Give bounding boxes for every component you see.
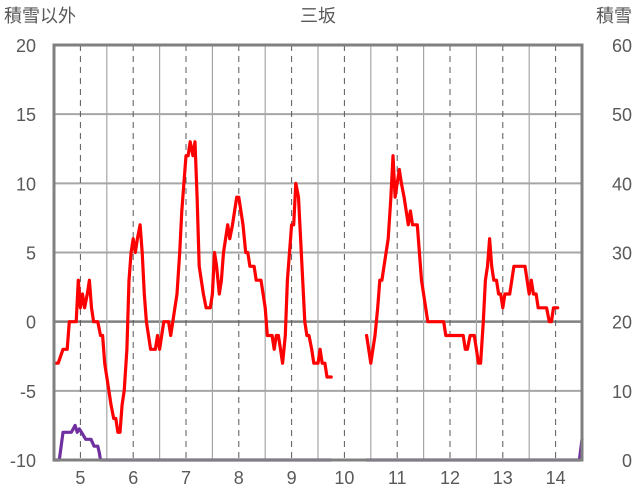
x-tick-label: 9	[287, 468, 297, 488]
x-tick-label: 5	[75, 468, 85, 488]
y-right-tick-label: 10	[612, 382, 632, 402]
series-line-0	[365, 154, 560, 365]
y-right-tick-label: 50	[612, 105, 632, 125]
left-axis-title: 積雪以外	[4, 6, 76, 27]
x-tick-label: 12	[440, 468, 460, 488]
y-right-tick-label: 60	[612, 36, 632, 56]
x-tick-label: 6	[128, 468, 138, 488]
y-left-tick-label: 15	[16, 105, 36, 125]
plot-frame	[52, 43, 584, 462]
chart-title: 三坂	[300, 6, 336, 27]
y-right-tick-label: 20	[612, 313, 632, 333]
series-line-0	[52, 140, 333, 434]
y-right-tick-label: 0	[622, 451, 632, 471]
x-tick-label: 13	[493, 468, 513, 488]
x-tick-label: 8	[234, 468, 244, 488]
x-tick-label: 11	[388, 468, 407, 488]
series-line-1	[52, 423, 333, 462]
y-left-tick-label: -5	[20, 382, 36, 402]
x-tick-label: 10	[334, 468, 354, 488]
series-line-1	[365, 437, 584, 462]
right-axis-title: 積雪	[596, 6, 632, 27]
y-right-tick-label: 40	[612, 174, 632, 194]
y-left-tick-label: 5	[26, 244, 36, 264]
y-left-tick-label: 0	[26, 313, 36, 333]
y-left-tick-label: -10	[10, 451, 36, 471]
y-left-tick-label: 10	[16, 174, 36, 194]
x-tick-label: 14	[546, 468, 566, 488]
y-right-tick-label: 30	[612, 244, 632, 264]
x-tick-label: 7	[181, 468, 191, 488]
y-left-tick-label: 20	[16, 36, 36, 56]
